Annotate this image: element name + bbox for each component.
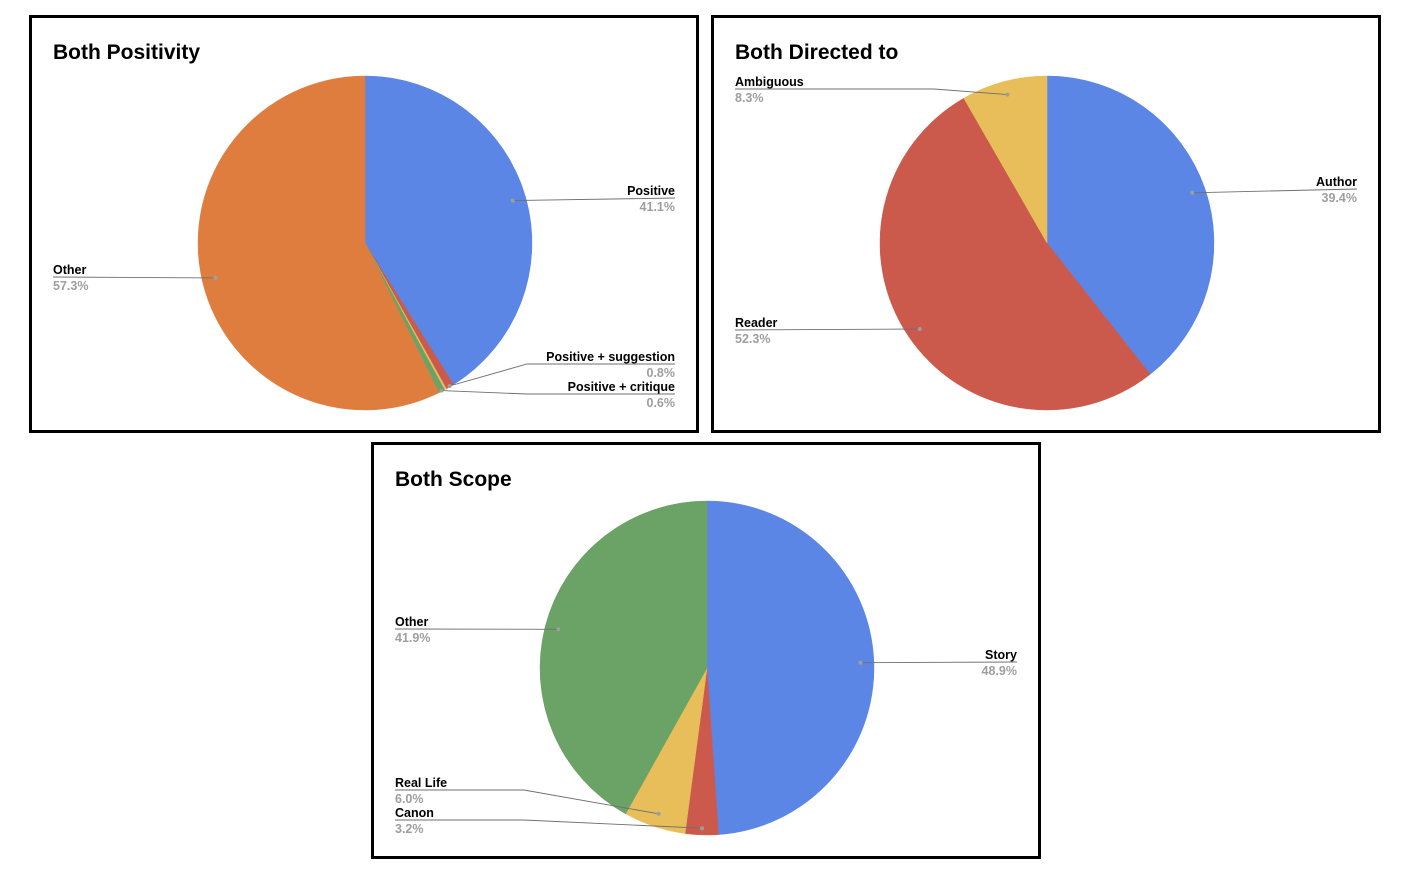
pie-slices	[879, 75, 1215, 411]
leader-dot-ambiguous	[1005, 92, 1010, 97]
leader-dot-real-life	[656, 811, 661, 816]
pie-chart-scope: Both Scope Story 48.9% Canon 3.2% Real Life 6…	[371, 442, 1041, 859]
pie-labels: Story 48.9% Canon 3.2% Real Life 6.0% Other 41.…	[394, 615, 1018, 836]
slice-label-reader: Reader	[735, 316, 778, 330]
pie-slice-reader	[879, 97, 1151, 411]
pie-slice-story	[706, 500, 875, 835]
leader-dot-positive-suggestion	[447, 384, 452, 388]
leader-dot-canon	[700, 826, 704, 831]
slice-label-other: Other	[395, 615, 428, 629]
leader-line-positive-suggestion	[449, 363, 675, 387]
pie-chart-directed-to: Both Directed to Author 39.4% Reader 52.3% A…	[711, 15, 1381, 433]
leader-line-positive	[512, 197, 676, 202]
pie-slices	[539, 500, 875, 836]
leader-line-real-life	[395, 789, 659, 815]
slice-label-canon: Canon	[395, 806, 434, 820]
slice-percent-real-life: 6.0%	[395, 792, 424, 806]
leader-dot-positive	[510, 198, 515, 203]
leader-dot-other	[213, 275, 218, 280]
pie-chart-positivity-svg: Both Positivity Positive 41.1% Positive + …	[52, 41, 676, 411]
leader-dot-author	[1190, 190, 1195, 195]
leader-line-ambiguous	[735, 88, 1008, 96]
pie-slice-positive	[364, 75, 533, 385]
pie-labels: Author 39.4% Reader 52.3% Ambiguous 8.3%	[734, 75, 1358, 346]
slice-percent-positive: 41.1%	[640, 200, 675, 214]
pie-slice-other	[197, 75, 440, 411]
slice-percent-story: 48.9%	[982, 664, 1017, 678]
pie-slice-author	[1046, 75, 1215, 375]
leader-line-canon	[395, 819, 703, 829]
pie-chart-scope-svg: Both Scope Story 48.9% Canon 3.2% Real Life 6…	[394, 468, 1018, 836]
slice-percent-positive-suggestion: 0.8%	[647, 366, 676, 380]
slice-percent-other: 41.9%	[395, 631, 430, 645]
leader-dot-reader	[917, 327, 922, 331]
leader-line-story	[860, 661, 1018, 664]
slice-percent-ambiguous: 8.3%	[735, 91, 764, 105]
leader-dot-story	[858, 660, 863, 665]
leader-dot-other	[556, 627, 561, 632]
pie-chart-positivity: Both Positivity Positive 41.1% Positive + …	[29, 15, 699, 433]
pie-slices	[197, 75, 533, 411]
chart-title: Both Positivity	[53, 41, 200, 64]
slice-percent-other: 57.3%	[53, 279, 88, 293]
slice-percent-reader: 52.3%	[735, 332, 770, 346]
chart-title: Both Scope	[395, 468, 512, 491]
slice-label-author: Author	[1316, 175, 1357, 189]
slice-label-story: Story	[985, 648, 1017, 662]
slice-percent-canon: 3.2%	[395, 822, 424, 836]
pie-chart-directed-to-svg: Both Directed to Author39.4%Reader52.3%A…	[734, 41, 1358, 411]
chart-title: Both Directed to	[735, 41, 898, 64]
slice-label-positive-suggestion: Positive + suggestion	[546, 350, 675, 364]
slice-label-real-life: Real Life	[395, 776, 447, 790]
pie-slice-ambiguous	[963, 75, 1048, 244]
slice-label-positive: Positive	[627, 184, 675, 198]
slice-label-ambiguous: Ambiguous	[735, 75, 804, 89]
leader-line-positive-critique	[441, 390, 675, 395]
slice-label-other: Other	[53, 263, 86, 277]
leader-line-author	[1192, 188, 1358, 194]
leader-line-reader	[734, 328, 920, 331]
pie-slice-other	[539, 500, 708, 815]
leader-line-other	[52, 276, 216, 279]
leader-dot-positive-critique	[439, 388, 444, 393]
slice-label-positive-critique: Positive + critique	[568, 380, 675, 394]
pie-labels: Positive 41.1% Positive + suggestion 0.8%Po…	[52, 184, 676, 410]
slice-percent-author: 39.4%	[1322, 191, 1357, 205]
slice-percent-positive-critique: 0.6%	[647, 396, 676, 410]
